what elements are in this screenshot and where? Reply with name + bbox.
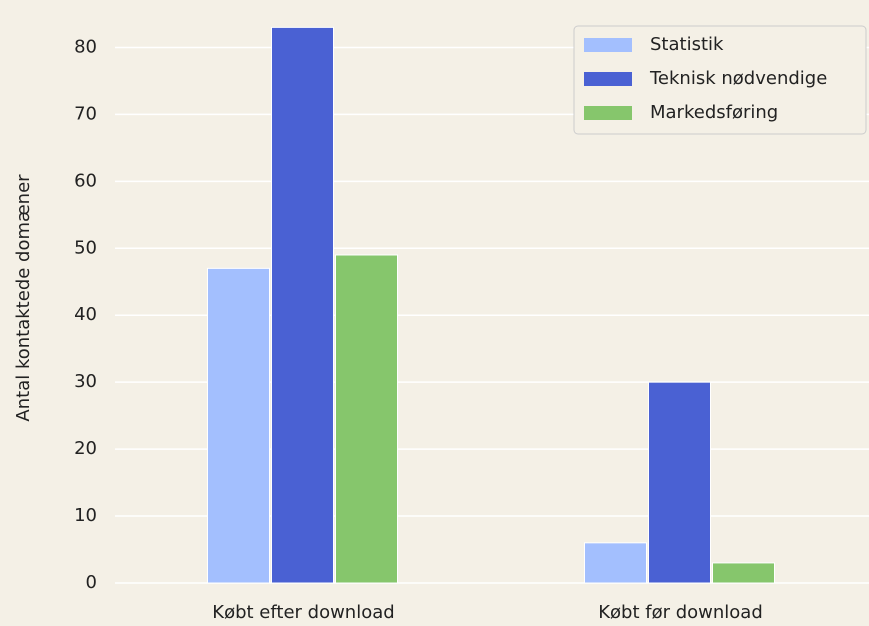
legend-swatch bbox=[584, 72, 632, 86]
bar bbox=[207, 267, 270, 584]
y-tick-label: 60 bbox=[74, 170, 97, 191]
legend-label: Markedsføring bbox=[650, 102, 778, 123]
bar bbox=[335, 254, 398, 584]
legend-swatch bbox=[584, 38, 632, 52]
legend-swatch bbox=[584, 106, 632, 120]
y-tick-label: 30 bbox=[74, 371, 97, 392]
x-tick-label: Købt efter download bbox=[212, 602, 394, 623]
y-tick-label: 20 bbox=[74, 438, 97, 459]
y-tick-label: 40 bbox=[74, 304, 97, 325]
bar bbox=[712, 562, 775, 584]
y-tick-label: 0 bbox=[86, 572, 97, 593]
y-tick-label: 70 bbox=[74, 103, 97, 124]
bar bbox=[271, 26, 334, 584]
y-axis-label: Antal kontaktede domæner bbox=[13, 174, 34, 422]
y-tick-label: 80 bbox=[74, 36, 97, 57]
legend-label: Teknisk nødvendige bbox=[649, 68, 827, 89]
x-tick-label: Købt før download bbox=[598, 602, 763, 623]
y-tick-label: 10 bbox=[74, 505, 97, 526]
bar bbox=[648, 381, 711, 584]
y-tick-label: 50 bbox=[74, 237, 97, 258]
bar bbox=[584, 542, 647, 584]
legend-box bbox=[573, 25, 867, 135]
legend-label: Statistik bbox=[650, 34, 724, 55]
